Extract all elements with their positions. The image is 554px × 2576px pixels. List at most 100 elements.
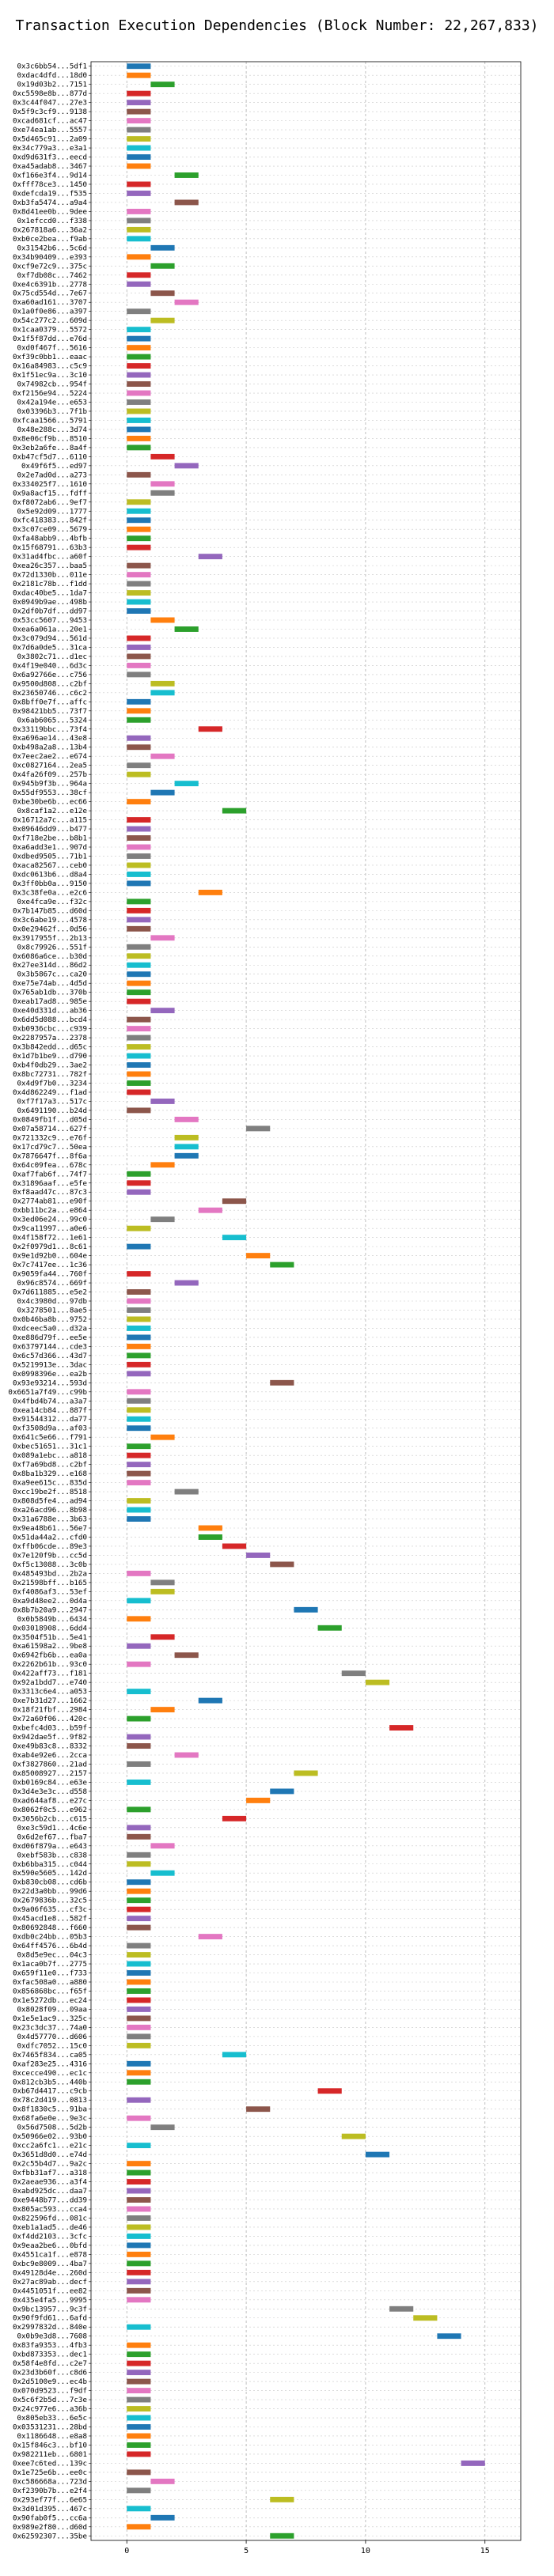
- transaction-bar: [127, 2097, 151, 2103]
- transaction-bar: [127, 2433, 151, 2439]
- transaction-label: 0x8c79926...551f: [17, 943, 87, 951]
- transaction-bar: [127, 1089, 151, 1095]
- transaction-bar: [127, 717, 151, 723]
- transaction-label: 0xad644af8...e27c: [13, 1796, 87, 1805]
- transaction-bar: [222, 1198, 247, 1205]
- transaction-bar: [127, 1570, 151, 1576]
- transaction-label: 0x3b5867c...ca20: [17, 970, 87, 979]
- transaction-bar: [127, 1924, 151, 1931]
- transaction-label: 0x78c2d419...0813: [13, 2096, 87, 2105]
- transaction-label: 0x3c6bb54...5df1: [17, 62, 87, 71]
- transaction-bar: [127, 2351, 151, 2358]
- transaction-bar: [150, 81, 175, 88]
- transaction-bar: [365, 1679, 390, 1685]
- transaction-label: 0x3c44f047...27e3: [13, 99, 87, 108]
- transaction-bar: [127, 1225, 151, 1231]
- transaction-label: 0x62592307...35be: [13, 2532, 87, 2540]
- transaction-bar: [127, 127, 151, 133]
- transaction-bar: [127, 925, 151, 932]
- x-tick-label: 15: [480, 2547, 490, 2555]
- transaction-label: 0x56d7508...5d2b: [17, 2124, 87, 2132]
- transaction-bar: [127, 653, 151, 660]
- transaction-bar: [127, 254, 151, 260]
- transaction-bar: [127, 1016, 151, 1023]
- transaction-label: 0xf718e2be...b8b1: [13, 834, 87, 843]
- transaction-bar: [127, 1452, 151, 1458]
- transaction-bar: [198, 726, 222, 732]
- transaction-label: 0x83fa9353...4fb3: [13, 2341, 87, 2350]
- transaction-bar: [127, 118, 151, 124]
- transaction-bar: [127, 181, 151, 187]
- transaction-label: 0x808d5fe4...ad94: [13, 1497, 88, 1506]
- transaction-label: 0x2997832d...840e: [13, 2323, 87, 2332]
- transaction-label: 0x0b46ba8b...9752: [13, 1315, 87, 1324]
- transaction-label: 0x5c6f2b5d...7c3e: [13, 2396, 87, 2404]
- transaction-bar: [246, 1552, 271, 1558]
- transaction-bar: [127, 390, 151, 396]
- transaction-label: 0x982211eb...6801: [13, 2450, 87, 2459]
- transaction-label: 0x3c079d94...561d: [13, 634, 87, 643]
- transaction-bar: [127, 2388, 151, 2394]
- transaction-bar: [127, 2269, 151, 2275]
- transaction-label: 0x3278501...8ae5: [17, 1306, 87, 1314]
- transaction-bar: [127, 2360, 151, 2366]
- transaction-bar: [127, 2487, 151, 2494]
- transaction-bar: [127, 508, 151, 514]
- transaction-label: 0x15f846c3...bf10: [13, 2441, 87, 2449]
- transaction-bar: [294, 1606, 318, 1613]
- transaction-bar: [150, 263, 175, 269]
- transaction-bar: [150, 789, 175, 796]
- transaction-label: 0x92a1bdd7...e740: [13, 1678, 87, 1687]
- transaction-bar: [198, 1534, 222, 1540]
- transaction-label: 0xe40d331d...ab36: [13, 1007, 87, 1016]
- transaction-label: 0xeab17ad8...985e: [13, 997, 87, 1006]
- transaction-label: 0x07a58714...627f: [13, 1125, 87, 1133]
- transaction-label: 0xdfc7052...15c0: [17, 2041, 87, 2050]
- transaction-label: 0xfac508a0...a880: [13, 1978, 87, 1987]
- transaction-bar: [127, 2242, 151, 2249]
- transaction-label: 0xf8072ab6...9ef7: [13, 498, 87, 507]
- transaction-label: 0x75cd554d...7e67: [13, 289, 87, 298]
- transaction-bar: [127, 1071, 151, 1077]
- transaction-bar: [174, 1488, 199, 1495]
- transaction-bar: [222, 1815, 247, 1821]
- transaction-label: 0x2e7ad0d...a273: [17, 471, 87, 479]
- transaction-label: 0x2f0979d1...8c61: [13, 1243, 87, 1251]
- transaction-label: 0x8e06cf9b...8510: [13, 434, 87, 443]
- transaction-label: 0x09646dd9...b477: [13, 825, 87, 834]
- transaction-label: 0x19d03b2...7151: [17, 81, 87, 89]
- transaction-bar: [127, 1643, 151, 1649]
- transaction-bar: [127, 1852, 151, 1858]
- transaction-bar: [174, 199, 199, 206]
- transaction-bar: [127, 544, 151, 550]
- transaction-bar: [127, 744, 151, 751]
- transaction-label: 0x7d611885...e5e2: [13, 1288, 87, 1297]
- transaction-label: 0x6a92766e...c756: [13, 671, 87, 679]
- transaction-label: 0x1e725e6b...ee0c: [13, 2468, 87, 2477]
- transaction-label: 0xf4086af3...53ef: [13, 1587, 87, 1596]
- transaction-bar: [127, 2370, 151, 2376]
- transaction-bar: [127, 1044, 151, 1050]
- transaction-bar: [127, 562, 151, 569]
- transaction-label: 0x23c3dc37...74a0: [13, 2023, 87, 2032]
- transaction-label: 0x805eb33...6e5c: [17, 2414, 87, 2423]
- transaction-label: 0xa9d48ee2...0d4a: [13, 1597, 87, 1606]
- transaction-label: 0x2c55b4d7...9a2c: [13, 2160, 87, 2169]
- transaction-bar: [127, 835, 151, 841]
- transaction-label: 0x6d2ef67...fba7: [17, 1833, 87, 1841]
- transaction-label: 0xfbb31af7...a318: [13, 2169, 87, 2177]
- transaction-bar: [127, 2206, 151, 2212]
- transaction-label: 0x9bc13957...9c3f: [13, 2305, 87, 2313]
- transaction-bar: [127, 1107, 151, 1114]
- transaction-bar: [150, 1579, 175, 1586]
- transaction-bar: [150, 1843, 175, 1849]
- transaction-bar: [127, 880, 151, 887]
- transaction-label: 0xb3fa5474...a9a4: [13, 199, 88, 207]
- transaction-bar: [127, 1661, 151, 1667]
- transaction-bar: [127, 635, 151, 641]
- transaction-bar: [437, 2333, 461, 2340]
- transaction-label: 0xcad681cf...ac47: [13, 117, 87, 126]
- transaction-bar: [127, 1952, 151, 1958]
- transaction-label: 0x45acd1e8...582f: [13, 1915, 87, 1923]
